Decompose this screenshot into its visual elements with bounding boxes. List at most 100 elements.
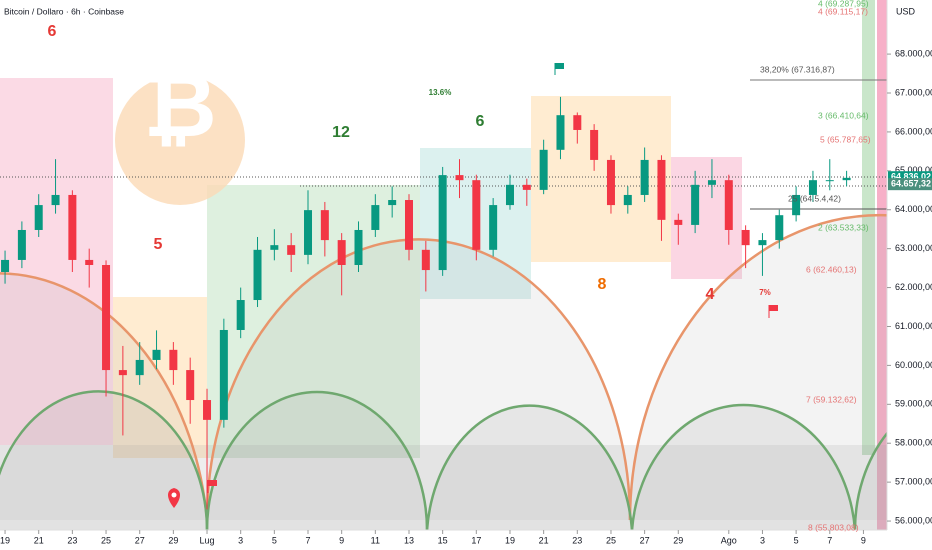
orange-arc xyxy=(205,238,632,521)
candle-body xyxy=(118,370,127,376)
candle-body xyxy=(51,194,60,206)
candle-body xyxy=(421,249,430,271)
y-tick-label: 67.000,00 xyxy=(895,87,932,97)
fib-label: 5 (65.787,65) xyxy=(820,134,871,144)
candle-body xyxy=(17,229,26,260)
y-axis-panel xyxy=(887,0,932,550)
candle-body xyxy=(371,205,380,230)
annotation: 6 xyxy=(476,113,485,130)
annotation: 8 xyxy=(598,276,607,293)
x-tick-label: 5 xyxy=(794,535,799,545)
annotation: 13.6% xyxy=(429,88,452,97)
x-tick-label: 19 xyxy=(505,535,515,545)
green-arc xyxy=(425,404,634,531)
orange-arc xyxy=(0,272,209,521)
x-tick-label: 9 xyxy=(339,535,344,545)
x-tick-label: 25 xyxy=(606,535,616,545)
green-arc xyxy=(630,403,857,531)
candle-body xyxy=(253,249,262,301)
price-label-box xyxy=(888,178,932,191)
candle-body xyxy=(404,200,413,250)
candle-body xyxy=(792,194,801,216)
candle-body xyxy=(674,219,683,225)
candle-body xyxy=(691,184,700,225)
y-tick-label: 68.000,00 xyxy=(895,48,932,58)
y-tick-label: 62.000,00 xyxy=(895,282,932,292)
y-tick-label: 57.000,00 xyxy=(895,477,932,487)
candle-body xyxy=(808,180,817,195)
fib-label: 4 (69.115,17) xyxy=(818,6,868,16)
fib-label: 4 (69.287,95) xyxy=(818,0,869,8)
zone xyxy=(877,0,887,530)
candle-body xyxy=(455,175,464,181)
x-tick-label: 27 xyxy=(640,535,650,545)
x-tick-label: 3 xyxy=(760,535,765,545)
candle-body xyxy=(337,240,346,265)
x-tick-label: 27 xyxy=(135,535,145,545)
annotation: 5 xyxy=(154,236,163,253)
candle-body xyxy=(539,149,548,190)
annotation: 12 xyxy=(332,124,350,141)
currency: USD xyxy=(896,6,916,16)
candle-body xyxy=(590,129,599,160)
candle-body xyxy=(135,359,144,376)
fib-label: 38,20% (67.316,87) xyxy=(760,64,835,74)
x-tick-label: 23 xyxy=(572,535,582,545)
x-tick-label: 9 xyxy=(861,535,866,545)
candle-body xyxy=(825,180,834,182)
y-tick-label: 56.000,00 xyxy=(895,515,932,525)
candle-body xyxy=(573,115,582,130)
fib-label: 2 (63.533,33) xyxy=(818,222,869,232)
candle-body xyxy=(270,245,279,250)
zone xyxy=(531,96,671,262)
candle-body xyxy=(438,175,447,271)
x-tick-label: 7 xyxy=(827,535,832,545)
candle-body xyxy=(186,370,195,401)
candle-body xyxy=(489,205,498,250)
y-tick-label: 59.000,00 xyxy=(895,399,932,409)
y-tick-label: 64.000,00 xyxy=(895,204,932,214)
y-tick-label: 65.000,00 xyxy=(895,165,932,175)
x-tick-label: 13 xyxy=(404,535,414,545)
candle-body xyxy=(472,180,481,250)
price-label: 64.836,02 xyxy=(891,172,931,182)
green-arc xyxy=(205,390,429,531)
candle-body xyxy=(623,194,632,206)
flag xyxy=(554,63,564,75)
candle-body xyxy=(34,205,43,230)
candle-body xyxy=(775,215,784,241)
x-tick-label: 15 xyxy=(438,535,448,545)
pin xyxy=(168,488,180,508)
candle-body xyxy=(287,245,296,255)
fib-label: 8 (55.803,08) xyxy=(808,522,859,532)
x-tick-label: 25 xyxy=(101,535,111,545)
annotation: 4 xyxy=(706,286,715,303)
candle-body xyxy=(505,184,514,206)
fib-label: 7 (59.132,62) xyxy=(806,394,857,404)
price-label: 64.657,32 xyxy=(891,179,931,189)
y-tick-label: 63.000,00 xyxy=(895,243,932,253)
orange-arc xyxy=(628,213,932,521)
x-tick-label: Ago xyxy=(721,535,737,545)
candle-body xyxy=(842,177,851,181)
fib-label: 3 (66.410,64) xyxy=(818,110,869,120)
x-tick-label: 11 xyxy=(371,535,380,545)
y-tick-label: 58.000,00 xyxy=(895,438,932,448)
candle-body xyxy=(68,194,77,260)
x-tick-label: 7 xyxy=(306,535,311,545)
candle-body xyxy=(169,349,178,371)
candle-body xyxy=(152,349,161,360)
x-tick-label: 29 xyxy=(673,535,683,545)
flag xyxy=(768,305,778,318)
candle-body xyxy=(219,329,228,420)
candle-body xyxy=(1,259,10,273)
candle-body xyxy=(707,180,716,185)
logo-glyph: ₿ xyxy=(143,56,216,156)
candle-body xyxy=(640,159,649,195)
candle-body xyxy=(102,265,111,371)
x-tick-label: 23 xyxy=(67,535,77,545)
y-tick-label: 60.000,00 xyxy=(895,360,932,370)
zone xyxy=(862,0,875,455)
chart-title: Bitcoin / Dollaro · 6h · Coinbase xyxy=(4,6,124,16)
candle-body xyxy=(388,200,397,206)
